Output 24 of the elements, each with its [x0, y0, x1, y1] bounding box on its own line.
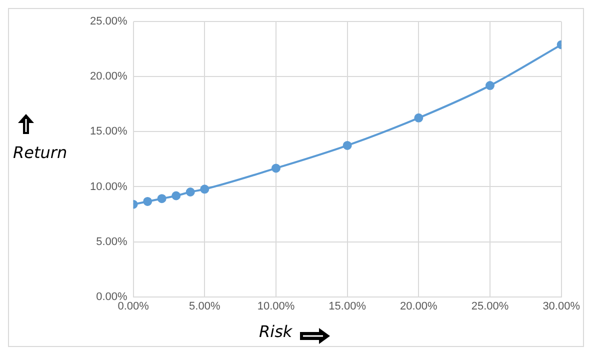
point	[342, 140, 352, 150]
y-tick-label: 25.00%	[90, 16, 128, 28]
x-tick-label: 30.00%	[542, 300, 580, 312]
y-tick-label: 15.00%	[90, 126, 128, 138]
x-tick-label: 15.00%	[328, 300, 366, 312]
x-tick-label: 5.00%	[189, 300, 220, 312]
point	[157, 194, 166, 204]
y-tick-label: 20.00%	[90, 70, 128, 83]
point	[172, 191, 181, 200]
y-tick-label: 10.00%	[90, 180, 128, 193]
x-tick-label: 10.00%	[257, 300, 295, 312]
x-tick-label: 25.00%	[471, 300, 509, 312]
point	[186, 188, 195, 197]
x-tick-label: 0.00%	[118, 300, 150, 312]
y-tick-label: 0.00%	[96, 290, 128, 303]
point	[200, 184, 210, 194]
y-axis-title: Return	[13, 143, 68, 162]
x-tick-label: 20.00%	[400, 300, 438, 312]
point	[271, 164, 280, 173]
point	[486, 81, 495, 90]
point	[143, 196, 152, 206]
y-tick-label: 5.00%	[96, 236, 128, 248]
point	[414, 113, 424, 122]
x-axis-title: Risk	[259, 322, 292, 341]
